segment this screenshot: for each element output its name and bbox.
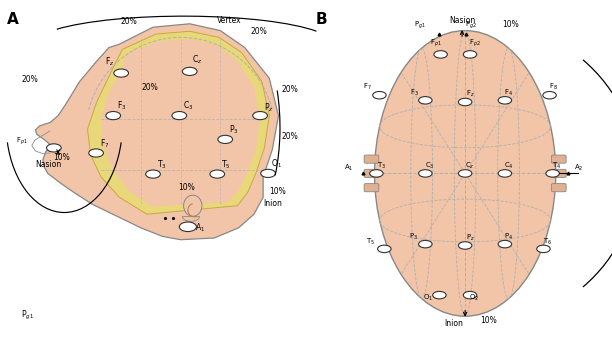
Text: 10%: 10% xyxy=(178,183,195,192)
Text: F$_{p2}$: F$_{p2}$ xyxy=(469,37,481,49)
Text: P$_{g2}$: P$_{g2}$ xyxy=(465,19,477,31)
Text: C$_z$: C$_z$ xyxy=(192,53,202,66)
Text: F$_3$: F$_3$ xyxy=(410,87,419,98)
FancyBboxPatch shape xyxy=(364,184,379,192)
Circle shape xyxy=(498,97,512,104)
Text: O$_1$: O$_1$ xyxy=(271,157,282,170)
Circle shape xyxy=(146,170,160,178)
Text: Nasion: Nasion xyxy=(449,16,475,25)
FancyBboxPatch shape xyxy=(364,169,379,177)
Text: P$_z$: P$_z$ xyxy=(466,233,474,243)
Circle shape xyxy=(543,91,556,99)
Circle shape xyxy=(378,245,391,253)
Text: T$_3$: T$_3$ xyxy=(157,158,166,171)
Circle shape xyxy=(498,170,512,177)
Circle shape xyxy=(47,144,61,152)
Text: T$_4$: T$_4$ xyxy=(551,161,561,171)
Text: A$_1$: A$_1$ xyxy=(344,163,354,173)
Circle shape xyxy=(210,170,225,178)
Text: Inion: Inion xyxy=(263,199,282,208)
PathPatch shape xyxy=(101,39,260,207)
Circle shape xyxy=(433,291,446,299)
Text: 20%: 20% xyxy=(21,74,38,84)
Circle shape xyxy=(172,112,187,120)
Circle shape xyxy=(218,135,233,143)
Text: T$_5$: T$_5$ xyxy=(221,158,231,171)
Text: B: B xyxy=(315,12,327,27)
Text: F$_z$: F$_z$ xyxy=(466,89,474,99)
Text: F$_7$: F$_7$ xyxy=(363,82,371,92)
Text: A$_1$: A$_1$ xyxy=(195,222,206,234)
Circle shape xyxy=(537,245,550,253)
PathPatch shape xyxy=(88,31,269,214)
Wedge shape xyxy=(182,217,200,221)
Text: F$_z$: F$_z$ xyxy=(105,55,115,68)
Text: 20%: 20% xyxy=(141,83,159,92)
Circle shape xyxy=(370,170,383,177)
Circle shape xyxy=(463,51,477,58)
Text: P$_3$: P$_3$ xyxy=(229,123,239,136)
Circle shape xyxy=(458,170,472,177)
Circle shape xyxy=(261,169,275,177)
Circle shape xyxy=(419,240,432,248)
Text: A$_2$: A$_2$ xyxy=(574,163,584,173)
Text: F$_7$: F$_7$ xyxy=(100,137,110,150)
Circle shape xyxy=(182,67,197,75)
Text: T$_5$: T$_5$ xyxy=(367,237,375,247)
PathPatch shape xyxy=(35,24,278,240)
Text: F$_8$: F$_8$ xyxy=(549,82,558,92)
Text: T$_6$: T$_6$ xyxy=(542,237,552,247)
Circle shape xyxy=(546,170,559,177)
Ellipse shape xyxy=(375,31,556,316)
Text: P$_{g1}$: P$_{g1}$ xyxy=(414,19,426,31)
Text: T$_3$: T$_3$ xyxy=(377,160,386,171)
Ellipse shape xyxy=(184,195,202,216)
Circle shape xyxy=(373,91,386,99)
Circle shape xyxy=(253,112,267,120)
Text: C$_4$: C$_4$ xyxy=(504,160,513,171)
Text: 10%: 10% xyxy=(480,316,497,325)
FancyBboxPatch shape xyxy=(551,184,566,192)
Circle shape xyxy=(463,291,477,299)
Circle shape xyxy=(498,240,512,248)
Text: F$_4$: F$_4$ xyxy=(504,87,513,98)
Text: A: A xyxy=(7,12,19,27)
Text: Inion: Inion xyxy=(445,319,463,328)
Text: 20%: 20% xyxy=(251,27,267,36)
Circle shape xyxy=(114,69,129,77)
Text: 10%: 10% xyxy=(502,20,518,29)
Text: 20%: 20% xyxy=(282,85,298,94)
Text: P$_3$: P$_3$ xyxy=(409,232,417,242)
Text: 10%: 10% xyxy=(53,153,70,162)
Text: P$_z$: P$_z$ xyxy=(264,101,274,114)
Text: O$_2$: O$_2$ xyxy=(469,292,479,303)
Circle shape xyxy=(419,170,432,177)
FancyBboxPatch shape xyxy=(551,155,566,163)
Text: C$_z$: C$_z$ xyxy=(465,160,475,171)
FancyBboxPatch shape xyxy=(551,169,566,177)
Text: 10%: 10% xyxy=(269,187,286,196)
FancyBboxPatch shape xyxy=(364,155,379,163)
Text: P$_{g1}$: P$_{g1}$ xyxy=(21,309,34,322)
Circle shape xyxy=(419,97,432,104)
Circle shape xyxy=(458,98,472,106)
Circle shape xyxy=(434,51,447,58)
Text: C$_3$: C$_3$ xyxy=(182,100,193,112)
Circle shape xyxy=(89,149,103,157)
Circle shape xyxy=(179,222,196,232)
Text: 20%: 20% xyxy=(120,17,137,26)
Circle shape xyxy=(458,242,472,249)
Text: Vertex: Vertex xyxy=(217,16,242,25)
Text: F$_{p1}$: F$_{p1}$ xyxy=(430,37,442,49)
Text: 20%: 20% xyxy=(282,132,298,141)
Text: C$_3$: C$_3$ xyxy=(425,160,435,171)
Text: P$_4$: P$_4$ xyxy=(504,232,513,242)
Text: F$_3$: F$_3$ xyxy=(117,99,127,112)
Circle shape xyxy=(106,112,121,120)
Text: O$_1$: O$_1$ xyxy=(424,292,433,303)
Text: Nasion: Nasion xyxy=(35,160,62,169)
Text: F$_{p1}$: F$_{p1}$ xyxy=(16,135,28,147)
